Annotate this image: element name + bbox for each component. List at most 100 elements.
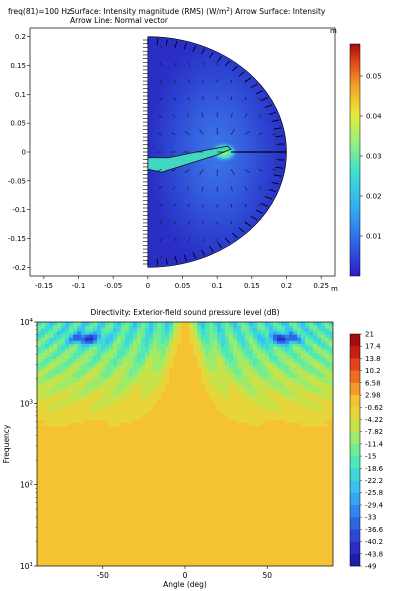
directivity-cell	[41, 343, 46, 347]
directivity-cell	[261, 501, 266, 506]
directivity-cell	[101, 346, 106, 350]
directivity-cell	[45, 328, 50, 332]
directivity-cell	[157, 379, 162, 384]
directivity-cell	[149, 492, 154, 497]
intensity-arrow	[258, 114, 262, 118]
directivity-cell	[137, 541, 142, 546]
directivity-cell	[197, 462, 202, 466]
directivity-cell	[253, 410, 258, 414]
directivity-cell	[105, 477, 110, 481]
directivity-cell	[233, 410, 238, 414]
directivity-cell	[129, 322, 134, 326]
directivity-cell	[169, 422, 174, 427]
colorbar-tick-label: 0.03	[366, 153, 382, 161]
directivity-cell	[257, 386, 262, 390]
directivity-cell	[169, 376, 174, 381]
directivity-cell	[245, 453, 250, 457]
directivity-cell	[137, 550, 142, 555]
directivity-cell	[233, 526, 238, 530]
directivity-cell	[217, 526, 222, 530]
directivity-cell	[217, 343, 222, 347]
directivity-cell	[213, 383, 218, 387]
directivity-cell	[133, 553, 138, 558]
directivity-cell	[181, 337, 186, 341]
directivity-cell	[205, 364, 210, 369]
directivity-cell	[265, 322, 270, 326]
directivity-cell	[45, 508, 50, 512]
directivity-cell	[53, 398, 58, 402]
directivity-cell	[245, 492, 250, 497]
directivity-cell	[37, 550, 42, 555]
directivity-cell	[37, 495, 42, 500]
directivity-cell	[121, 468, 126, 472]
directivity-cell	[209, 401, 214, 405]
directivity-cell	[37, 328, 42, 332]
directivity-cell	[213, 331, 218, 335]
directivity-cell	[205, 416, 210, 420]
directivity-cell	[93, 370, 98, 375]
directivity-cell	[165, 538, 170, 542]
directivity-cell	[53, 376, 58, 381]
directivity-cell	[217, 456, 222, 460]
directivity-cell	[37, 389, 42, 393]
directivity-cell	[237, 471, 242, 475]
directivity-cell	[173, 379, 178, 384]
directivity-cell	[249, 526, 254, 530]
directivity-cell	[209, 383, 214, 387]
directivity-cell	[57, 337, 62, 341]
directivity-cell	[125, 508, 130, 512]
directivity-cell	[189, 538, 194, 542]
directivity-cell	[201, 459, 206, 463]
directivity-cell	[261, 492, 266, 497]
directivity-cell	[205, 431, 210, 436]
directivity-cell	[137, 501, 142, 506]
directivity-cell	[49, 465, 54, 469]
directivity-cell	[125, 361, 130, 366]
directivity-cell	[41, 450, 46, 454]
directivity-cell	[249, 474, 254, 478]
directivity-cell	[233, 456, 238, 460]
directivity-cell	[249, 440, 254, 445]
directivity-cell	[157, 562, 162, 566]
directivity-cell	[65, 392, 70, 396]
directivity-cell	[209, 553, 214, 558]
directivity-cell	[117, 544, 122, 549]
directivity-cell	[197, 376, 202, 381]
directivity-cell	[101, 395, 106, 399]
directivity-cell	[261, 352, 266, 356]
directivity-cell	[261, 343, 266, 347]
directivity-cell	[77, 453, 82, 457]
directivity-cell	[193, 434, 198, 439]
directivity-cell	[217, 328, 222, 332]
directivity-cell	[185, 379, 190, 384]
directivity-cell	[221, 538, 226, 542]
directivity-cell	[225, 553, 230, 558]
directivity-cell	[261, 547, 266, 552]
directivity-cell	[149, 544, 154, 549]
directivity-cell	[97, 331, 102, 335]
directivity-cell	[145, 541, 150, 546]
directivity-cell	[113, 562, 118, 566]
directivity-cell	[257, 447, 262, 451]
directivity-cell	[141, 535, 146, 539]
directivity-cell	[197, 511, 202, 515]
directivity-cell	[197, 407, 202, 411]
directivity-cell	[261, 468, 266, 472]
directivity-cell	[153, 544, 158, 549]
directivity-cell	[73, 501, 78, 506]
directivity-cell	[113, 425, 118, 430]
directivity-cell	[117, 444, 122, 448]
directivity-cell	[81, 425, 86, 430]
directivity-cell	[45, 532, 50, 536]
directivity-cell	[209, 373, 214, 378]
directivity-cell	[85, 419, 90, 424]
directivity-cell	[113, 398, 118, 402]
directivity-cell	[253, 370, 258, 375]
directivity-cell	[69, 462, 74, 466]
directivity-cell	[137, 386, 142, 390]
directivity-cell	[125, 422, 130, 427]
directivity-cell	[237, 434, 242, 439]
directivity-cell	[73, 437, 78, 442]
directivity-cell	[241, 505, 246, 509]
directivity-cell	[149, 465, 154, 469]
